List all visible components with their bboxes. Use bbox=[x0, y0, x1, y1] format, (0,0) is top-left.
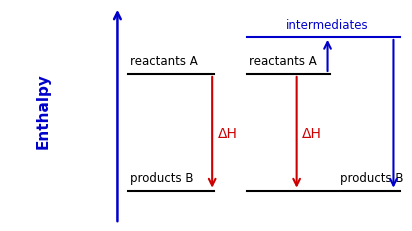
Text: Enthalpy: Enthalpy bbox=[36, 73, 51, 149]
Text: ΔH: ΔH bbox=[302, 127, 322, 141]
Text: products B: products B bbox=[130, 172, 193, 185]
Text: reactants A: reactants A bbox=[249, 55, 317, 68]
Text: ΔH: ΔH bbox=[218, 127, 237, 141]
Text: intermediates: intermediates bbox=[286, 19, 369, 32]
Text: products B: products B bbox=[340, 172, 403, 185]
Text: reactants A: reactants A bbox=[130, 55, 197, 68]
